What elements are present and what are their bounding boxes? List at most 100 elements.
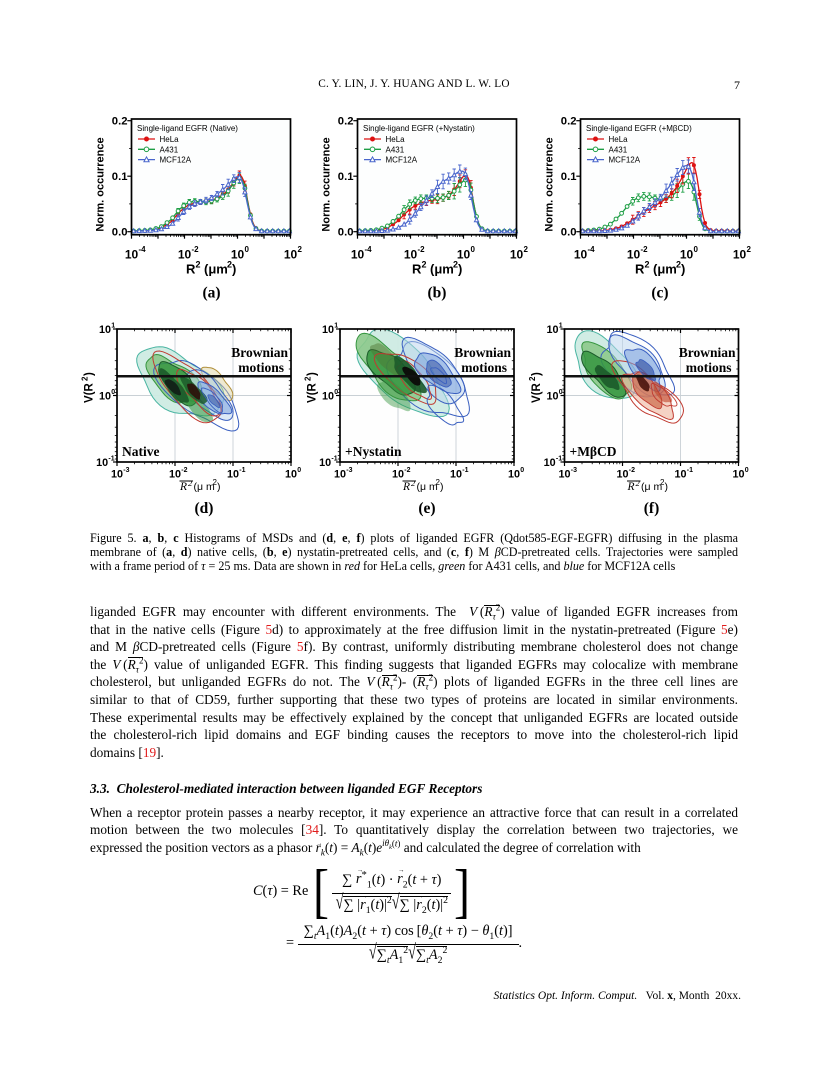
svg-text:10: 10 <box>231 248 245 262</box>
svg-text:Norm. occurrence: Norm. occurrence <box>544 137 556 231</box>
svg-text:2: 2 <box>411 478 416 488</box>
svg-text:2: 2 <box>636 478 641 488</box>
svg-text:(f): (f) <box>644 500 660 517</box>
svg-text:10: 10 <box>285 469 297 481</box>
svg-text:10: 10 <box>544 457 556 469</box>
svg-text:2: 2 <box>196 260 201 270</box>
svg-text:MCF12A: MCF12A <box>609 156 641 165</box>
svg-text:(c): (c) <box>651 285 668 302</box>
svg-text:): ) <box>84 372 96 376</box>
svg-text:): ) <box>217 481 221 493</box>
svg-text:motions: motions <box>686 360 732 375</box>
svg-text:10: 10 <box>508 469 520 481</box>
svg-text:10: 10 <box>319 457 331 469</box>
svg-text:HeLa: HeLa <box>386 135 406 144</box>
svg-text:10: 10 <box>450 469 462 481</box>
svg-text:2: 2 <box>304 376 313 381</box>
svg-text:10: 10 <box>169 469 181 481</box>
svg-text:0.2: 0.2 <box>112 116 128 128</box>
svg-text:10: 10 <box>732 469 744 481</box>
svg-text:10: 10 <box>546 390 558 402</box>
svg-text:10: 10 <box>227 469 239 481</box>
svg-text:10: 10 <box>99 324 111 336</box>
svg-text:10: 10 <box>404 248 418 262</box>
svg-text:A431: A431 <box>160 145 179 154</box>
svg-text:0.1: 0.1 <box>338 171 354 183</box>
svg-text:MCF12A: MCF12A <box>386 156 418 165</box>
svg-text:R: R <box>402 481 410 493</box>
svg-text:(a): (a) <box>202 285 220 302</box>
svg-text:(μ m: (μ m <box>417 481 438 493</box>
svg-text:1: 1 <box>334 323 338 330</box>
svg-text:2: 2 <box>747 245 752 254</box>
svg-text:-3: -3 <box>571 467 577 474</box>
svg-text:10: 10 <box>351 248 365 262</box>
svg-text:Norm. occurrence: Norm. occurrence <box>95 137 107 231</box>
svg-text:HeLa: HeLa <box>609 135 629 144</box>
svg-text:-1: -1 <box>687 467 693 474</box>
svg-text:): ) <box>681 262 685 277</box>
svg-text:): ) <box>307 372 319 376</box>
svg-text:10: 10 <box>125 248 139 262</box>
svg-text:2: 2 <box>528 376 537 381</box>
svg-text:Brownian: Brownian <box>679 345 736 360</box>
svg-text:0: 0 <box>694 245 699 254</box>
svg-text:10: 10 <box>322 324 334 336</box>
svg-text:Single-ligand EGFR (+Nystatin): Single-ligand EGFR (+Nystatin) <box>363 124 475 133</box>
svg-text:0.0: 0.0 <box>338 227 354 239</box>
svg-text:): ) <box>440 481 444 493</box>
svg-text:R: R <box>627 481 635 493</box>
svg-text:0.2: 0.2 <box>561 116 577 128</box>
svg-text:V(R: V(R <box>531 383 543 404</box>
svg-text:(μ m: (μ m <box>641 481 662 493</box>
svg-text:): ) <box>458 262 462 277</box>
svg-text:10: 10 <box>510 248 524 262</box>
svg-text:-4: -4 <box>588 245 596 254</box>
svg-text:0.1: 0.1 <box>561 171 577 183</box>
svg-text:(μm: (μm <box>204 262 228 277</box>
svg-text:A431: A431 <box>386 145 405 154</box>
svg-text:0: 0 <box>745 467 749 474</box>
svg-text:10: 10 <box>178 248 192 262</box>
svg-text:2: 2 <box>422 260 427 270</box>
svg-text:-1: -1 <box>108 456 114 463</box>
svg-text:0.0: 0.0 <box>112 227 128 239</box>
svg-text:-2: -2 <box>404 467 410 474</box>
svg-text:-1: -1 <box>331 456 337 463</box>
svg-text:0: 0 <box>520 467 524 474</box>
svg-text:10: 10 <box>674 469 686 481</box>
svg-text:): ) <box>665 481 669 493</box>
svg-text:-2: -2 <box>641 245 649 254</box>
svg-text:+Nystatin: +Nystatin <box>345 444 402 459</box>
svg-text:10: 10 <box>392 469 404 481</box>
svg-text:10: 10 <box>111 469 123 481</box>
svg-text:2: 2 <box>298 245 303 254</box>
svg-text:(d): (d) <box>195 500 214 517</box>
svg-text:0.0: 0.0 <box>561 227 577 239</box>
svg-text:10: 10 <box>457 248 471 262</box>
svg-text:Brownian: Brownian <box>231 345 288 360</box>
svg-text:Norm. occurrence: Norm. occurrence <box>321 137 333 231</box>
svg-text:10: 10 <box>558 469 570 481</box>
svg-text:0: 0 <box>334 389 338 396</box>
svg-text:MCF12A: MCF12A <box>160 156 192 165</box>
svg-text:-4: -4 <box>139 245 147 254</box>
svg-text:-1: -1 <box>556 456 562 463</box>
svg-text:(b): (b) <box>428 285 447 302</box>
svg-text:V(R: V(R <box>84 383 96 404</box>
svg-text:0.2: 0.2 <box>338 116 354 128</box>
svg-text:Single-ligand EGFR (+MβCD): Single-ligand EGFR (+MβCD) <box>586 124 692 133</box>
svg-text:0: 0 <box>245 245 250 254</box>
svg-text:-2: -2 <box>181 467 187 474</box>
svg-text:2: 2 <box>660 478 665 487</box>
svg-text:2: 2 <box>453 260 458 270</box>
svg-text:-2: -2 <box>192 245 200 254</box>
svg-text:(μm: (μm <box>653 262 677 277</box>
svg-text:motions: motions <box>461 360 507 375</box>
svg-text:0: 0 <box>471 245 476 254</box>
svg-text:10: 10 <box>627 248 641 262</box>
svg-text:0: 0 <box>559 389 563 396</box>
svg-text:0: 0 <box>111 389 115 396</box>
svg-text:10: 10 <box>99 390 111 402</box>
svg-text:): ) <box>232 262 236 277</box>
